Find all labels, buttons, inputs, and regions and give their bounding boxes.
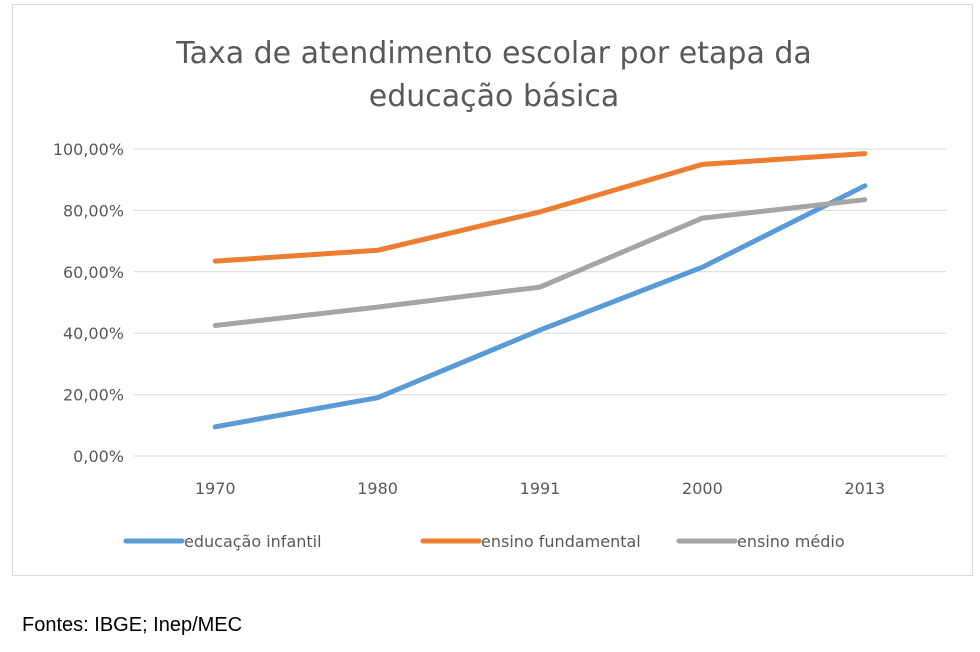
legend-label: ensino médio — [737, 532, 845, 551]
x-axis-tick-labels: 1970 1980 1991 2000 2013 — [195, 479, 885, 498]
series-line-3 — [212, 197, 868, 328]
x-tick-label: 1970 — [195, 479, 236, 498]
x-tick-label: 2013 — [844, 479, 885, 498]
chart-title-line-2: educação básica — [369, 79, 619, 114]
line-chart: Taxa de atendimento escolar por etapa da… — [53, 36, 946, 551]
y-tick-label: 80,00% — [63, 201, 124, 220]
y-axis-tick-labels: 0,00% 20,00% 40,00% 60,00% 80,00% 100,00% — [53, 140, 124, 466]
x-tick-label: 2000 — [682, 479, 723, 498]
y-tick-label: 40,00% — [63, 324, 124, 343]
y-tick-label: 60,00% — [63, 263, 124, 282]
chart-title-line-1: Taxa de atendimento escolar por etapa da — [175, 36, 812, 71]
source-note: Fontes: IBGE; Inep/MEC — [22, 614, 243, 636]
gridlines — [134, 148, 946, 457]
y-tick-label: 0,00% — [73, 447, 124, 466]
series-line-2 — [212, 151, 868, 264]
series-line-1 — [212, 183, 868, 430]
series-lines — [212, 151, 868, 430]
x-tick-label: 1991 — [520, 479, 561, 498]
x-tick-label: 1980 — [357, 479, 398, 498]
legend-label: educação infantil — [184, 532, 322, 551]
chart-container: Taxa de atendimento escolar por etapa da… — [12, 4, 973, 576]
y-tick-label: 100,00% — [53, 140, 124, 159]
y-tick-label: 20,00% — [63, 386, 124, 405]
legend-label: ensino fundamental — [481, 532, 641, 551]
legend: educação infantil ensino fundamental ensin… — [123, 532, 845, 551]
